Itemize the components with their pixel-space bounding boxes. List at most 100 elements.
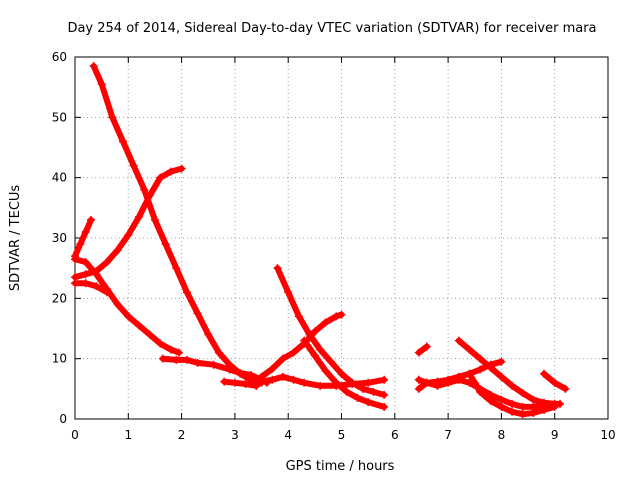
data-point (145, 330, 154, 339)
data-point (369, 387, 378, 396)
data-point (348, 378, 357, 387)
data-point (454, 375, 463, 384)
series-arc-4 (71, 255, 183, 357)
data-point (161, 240, 170, 249)
y-tick-label: 50 (52, 110, 67, 124)
data-point (476, 365, 485, 374)
data-point (337, 310, 346, 319)
data-point (316, 345, 325, 354)
series-line (466, 370, 558, 418)
data-point (129, 161, 138, 170)
data-point (81, 279, 90, 288)
series-arc-3 (71, 215, 95, 261)
data-point (113, 246, 122, 255)
data-point (332, 378, 341, 387)
data-point (380, 390, 389, 399)
data-point (145, 191, 154, 200)
series-arc-9 (273, 264, 389, 399)
data-point (380, 375, 389, 384)
data-point (71, 255, 79, 264)
data-point (305, 330, 314, 339)
gridlines (75, 57, 608, 419)
data-point (508, 399, 517, 408)
data-point (86, 215, 95, 224)
data-point (166, 345, 175, 354)
data-point (71, 279, 79, 288)
data-point (140, 185, 149, 194)
data-point (316, 381, 325, 390)
x-tick-label: 4 (284, 428, 292, 442)
data-point (252, 381, 261, 390)
data-point (550, 378, 559, 387)
data-point (353, 393, 362, 402)
data-point (214, 348, 223, 357)
data-point (92, 282, 101, 291)
data-point (174, 348, 183, 357)
data-point (422, 342, 431, 351)
data-point (81, 270, 90, 279)
y-axis-label: SDTVAR / TECUs (8, 185, 23, 292)
data-point (529, 408, 538, 417)
x-tick-label: 1 (124, 428, 132, 442)
data-point (268, 375, 277, 384)
data-point (310, 351, 319, 360)
data-point (422, 378, 431, 387)
data-point (518, 410, 527, 419)
data-point (236, 369, 245, 378)
data-point (278, 354, 287, 363)
data-series (71, 62, 570, 419)
data-point (124, 312, 133, 321)
series-line (415, 343, 430, 356)
data-point (118, 137, 127, 146)
data-point (518, 389, 527, 398)
series-arc-10 (300, 336, 389, 411)
data-point (257, 372, 266, 381)
data-point (332, 312, 341, 321)
data-point (454, 336, 463, 345)
y-tick-label: 0 (59, 412, 67, 426)
data-point (497, 357, 506, 366)
x-tick-label: 10 (600, 428, 615, 442)
data-point (166, 167, 175, 176)
data-point (358, 384, 367, 393)
data-point (310, 327, 319, 336)
data-point (326, 357, 335, 366)
data-point (204, 330, 213, 339)
data-point (508, 407, 517, 416)
x-tick-label: 6 (391, 428, 399, 442)
x-axis-label: GPS time / hours (286, 459, 395, 474)
series-arc-16 (540, 369, 570, 393)
data-point (497, 402, 506, 411)
data-point (172, 264, 181, 273)
data-point (113, 300, 122, 309)
data-point (486, 363, 495, 372)
x-tick-label: 5 (338, 428, 346, 442)
data-point (76, 240, 85, 249)
y-tick-label: 10 (52, 352, 67, 366)
data-point (465, 345, 474, 354)
data-point (220, 377, 229, 386)
data-point (92, 270, 101, 279)
data-point (246, 370, 255, 379)
data-point (124, 230, 133, 239)
data-point (278, 372, 287, 381)
data-point (529, 395, 538, 404)
data-point (294, 312, 303, 321)
x-tick-label: 3 (231, 428, 239, 442)
y-tick-label: 40 (52, 171, 67, 185)
x-tick-label: 7 (444, 428, 452, 442)
x-tick-label: 2 (178, 428, 186, 442)
data-point (470, 378, 479, 387)
data-point (172, 355, 181, 364)
series-line (159, 355, 270, 386)
data-point (89, 62, 98, 71)
data-point (342, 387, 351, 396)
axis-ticks: 0 1 2 3 4 5 6 7 8 9 10 0 10 20 30 40 50 60 (52, 50, 616, 442)
data-point (444, 378, 453, 387)
data-point (540, 369, 549, 378)
data-point (81, 227, 90, 236)
x-tick-label: 9 (551, 428, 559, 442)
series-arc-15 (465, 369, 559, 419)
data-point (209, 360, 218, 369)
series-arc-12 (414, 357, 506, 393)
